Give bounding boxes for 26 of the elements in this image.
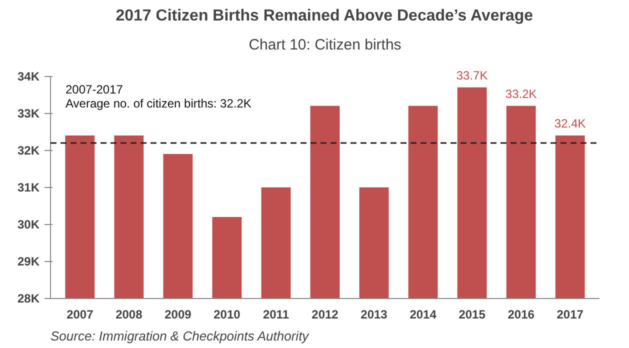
- chart-subtitle: Chart 10: Citizen births: [248, 36, 402, 54]
- y-tick-label: 31K: [17, 180, 40, 194]
- data-label: 33.7K: [456, 68, 488, 82]
- x-tick-label: 2010: [214, 308, 241, 322]
- x-tick-label: 2016: [508, 308, 535, 322]
- x-tick-label: 2017: [556, 308, 584, 322]
- x-tick-label: 2009: [164, 308, 192, 322]
- x-tick-label: 2012: [312, 308, 339, 322]
- x-tick-label: 2011: [262, 308, 290, 322]
- chart-title: 2017 Citizen Births Remained Above Decade’s Average: [116, 8, 534, 24]
- data-label: 33.2K: [505, 86, 537, 101]
- source-note: Source: Immigration & Checkpoints Authority: [50, 328, 310, 344]
- annotation: Average no. of citizen births: 32.2K: [66, 96, 252, 110]
- x-tick-label: 2015: [458, 308, 486, 322]
- x-tick-label: 2013: [360, 308, 388, 322]
- annotation: 2007-2017: [66, 82, 124, 96]
- data-label: 32.4K: [554, 116, 586, 131]
- y-tick-label: 28K: [17, 292, 40, 306]
- y-tick-label: 34K: [17, 69, 40, 84]
- x-tick-label: 2007: [66, 308, 94, 322]
- y-tick-label: 32K: [17, 143, 40, 158]
- x-tick-label: 2008: [116, 308, 143, 322]
- x-tick-label: 2014: [410, 308, 437, 322]
- y-tick-label: 33K: [17, 106, 40, 120]
- y-tick-label: 29K: [17, 254, 40, 268]
- y-tick-label: 30K: [17, 217, 40, 232]
